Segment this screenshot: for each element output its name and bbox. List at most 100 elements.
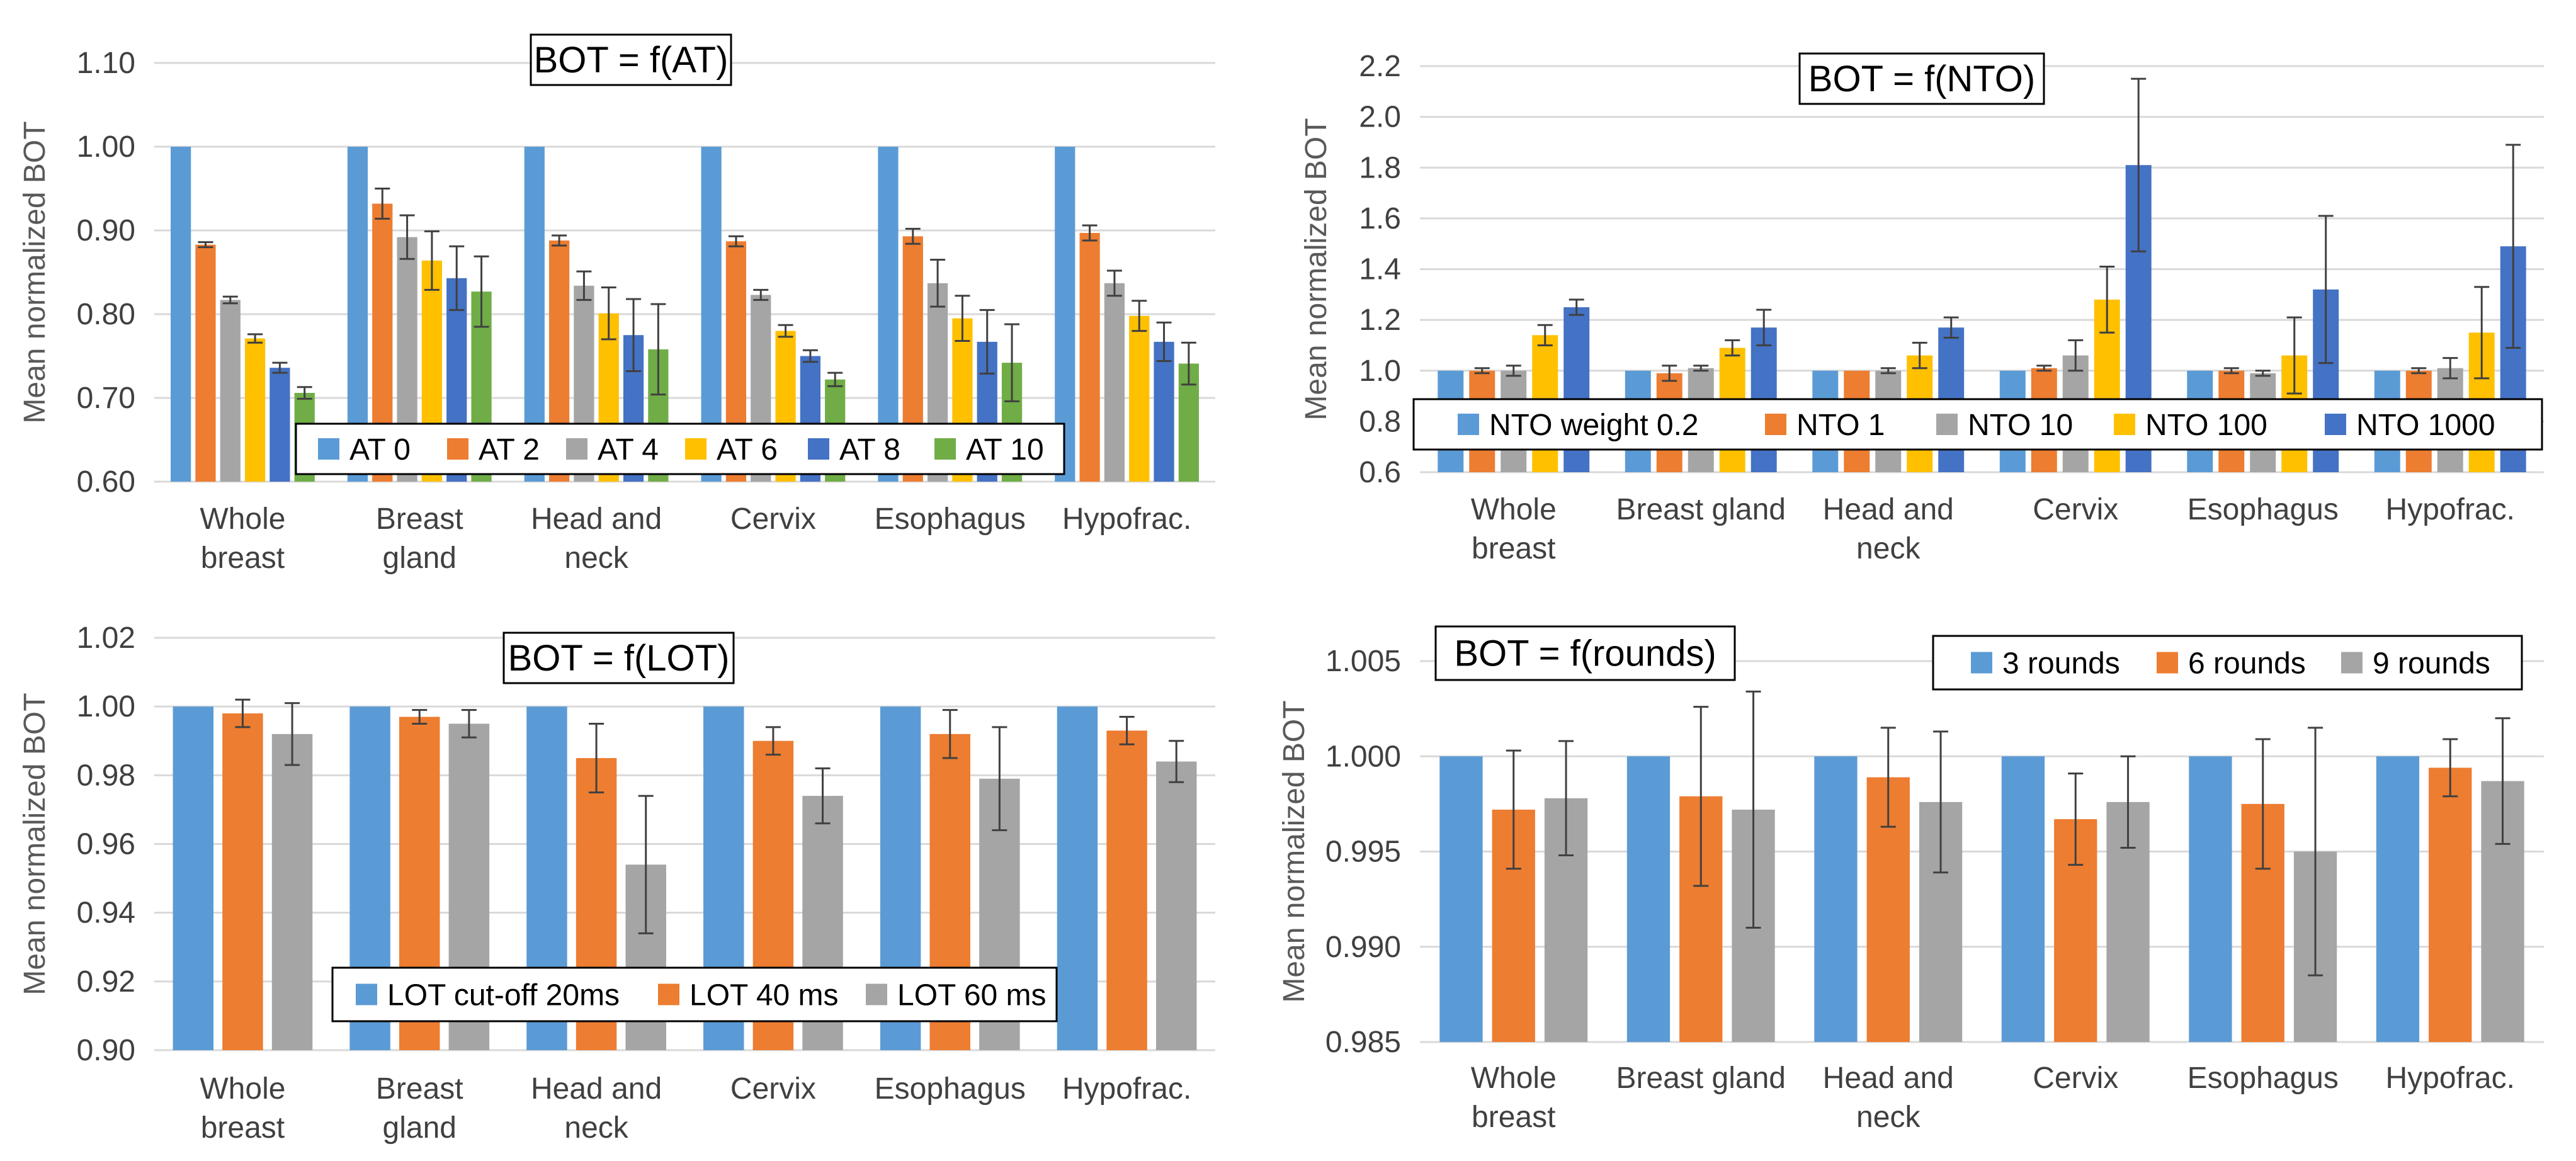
y-tick-label: 0.70: [77, 382, 135, 415]
legend-label: NTO 1000: [2356, 409, 2495, 442]
chart-title: BOT = f(NTO): [1808, 59, 2035, 99]
legend-swatch: [2341, 652, 2363, 674]
bar: [1079, 232, 1100, 482]
error-bar: [2255, 738, 2271, 870]
legend-label: LOT 60 ms: [897, 979, 1047, 1012]
error-bar: [375, 188, 390, 220]
y-tick-label: 1.0: [1359, 354, 1401, 388]
error-bar: [412, 709, 428, 725]
error-bar: [576, 270, 592, 301]
legend: NTO weight 0.2 NTO 1 NTO 10 NTO 100 NTO 1000: [1412, 398, 2543, 451]
error-bar: [905, 227, 921, 245]
bar: [1439, 756, 1483, 1042]
chart-title-box: [1434, 625, 1736, 681]
legend-swatch: [685, 438, 706, 460]
x-tick-label: Breast gland: [1616, 493, 1786, 526]
error-bar: [2068, 339, 2084, 372]
x-tick-label: Whole breast: [200, 1072, 285, 1145]
error-bar: [1082, 224, 1098, 242]
y-tick-label: 0.90: [77, 214, 135, 247]
bar: [1154, 341, 1174, 482]
y-tick-label: 1.6: [1359, 202, 1401, 235]
legend: AT 0 AT 2 AT 4 AT 6 AT 8 AT 10: [295, 422, 1065, 475]
y-tick-label: 1.10: [77, 47, 135, 80]
error-bar: [1745, 690, 1761, 929]
error-bar: [728, 235, 744, 247]
error-bar: [2318, 215, 2334, 365]
y-tick-label: 0.90: [77, 1034, 135, 1067]
y-tick-label: 2.0: [1359, 101, 1401, 134]
x-tick-label: Esophagus: [2187, 1062, 2339, 1095]
y-tick-label: 0.92: [77, 965, 135, 999]
error-bar: [272, 361, 288, 374]
legend-swatch: [2114, 414, 2135, 435]
bar: [1129, 315, 1150, 482]
y-tick-label: 1.02: [77, 621, 135, 655]
legend-swatch: [2157, 652, 2178, 674]
legend-swatch: [1458, 414, 1479, 435]
bar: [1106, 730, 1147, 1050]
bar: [173, 706, 214, 1050]
error-bar: [1693, 706, 1709, 887]
legend: LOT cut-off 20ms LOT 40 ms LOT 60 ms: [331, 966, 1058, 1022]
error-bar: [1693, 365, 1709, 372]
error-bar: [1558, 740, 1574, 857]
error-bar: [815, 767, 831, 825]
error-bar: [650, 303, 666, 396]
bar: [1057, 706, 1098, 1050]
chart-title: BOT = f(AT): [534, 40, 729, 81]
error-bar: [753, 288, 769, 301]
error-bar: [1132, 300, 1147, 332]
x-tick-label: Esophagus: [2187, 493, 2339, 526]
x-tick-label: Head and neck: [1823, 1062, 1954, 1134]
error-bar: [942, 709, 958, 759]
chart-1: 0.60 0.70 0.80 0.90 1.00 1.10 Mean normalized …: [18, 33, 1215, 575]
error-bar: [827, 371, 843, 387]
y-tick-label: 0.995: [1325, 835, 1401, 869]
x-tick-label: Cervix: [730, 1072, 816, 1106]
error-bar: [449, 245, 465, 311]
legend-label: AT 4: [598, 433, 659, 467]
bar: [195, 244, 216, 482]
legend-swatch: [447, 438, 468, 460]
chart-title-box: [1798, 52, 2045, 105]
error-bar: [1169, 740, 1184, 783]
error-bar: [247, 333, 263, 344]
legend-box: [1412, 398, 2543, 451]
x-tick-label: Breast gland: [376, 1072, 463, 1145]
error-bar: [2505, 144, 2521, 349]
error-bar: [638, 795, 654, 934]
error-bar: [285, 702, 300, 766]
error-bar: [930, 259, 946, 308]
error-bar: [235, 698, 251, 728]
legend-label: NTO 10: [1968, 409, 2073, 442]
x-tick-label: Head and neck: [531, 1072, 662, 1145]
y-tick-label: 0.8: [1359, 405, 1401, 438]
error-bar: [2099, 265, 2115, 334]
bar: [1814, 756, 1858, 1042]
error-bar: [399, 214, 415, 260]
error-bar: [992, 726, 1007, 832]
x-tick-label: Cervix: [730, 502, 816, 536]
bar: [1104, 283, 1125, 482]
y-tick-label: 0.96: [77, 828, 135, 861]
bar: [1626, 756, 1671, 1042]
error-bar: [2474, 286, 2490, 380]
error-bar: [2068, 772, 2084, 866]
chart-3: 0.90 0.92 0.94 0.96 0.98 1.00 1.02 Mean normali…: [18, 621, 1215, 1145]
error-bar: [2131, 77, 2147, 252]
error-bar: [1004, 323, 1020, 402]
legend-label: AT 0: [349, 433, 411, 467]
legend-label: 6 rounds: [2188, 647, 2306, 681]
y-tick-label: 1.2: [1359, 303, 1401, 337]
error-bar: [601, 286, 616, 341]
y-tick-label: 1.00: [77, 690, 135, 723]
legend-label: 3 rounds: [2002, 647, 2120, 681]
x-tick-label: Hypofrac.: [2386, 1062, 2515, 1095]
bar: [2429, 767, 2472, 1042]
error-bar: [552, 234, 567, 247]
error-bar: [474, 255, 489, 328]
error-bar: [2286, 316, 2302, 395]
legend-swatch: [566, 438, 587, 460]
